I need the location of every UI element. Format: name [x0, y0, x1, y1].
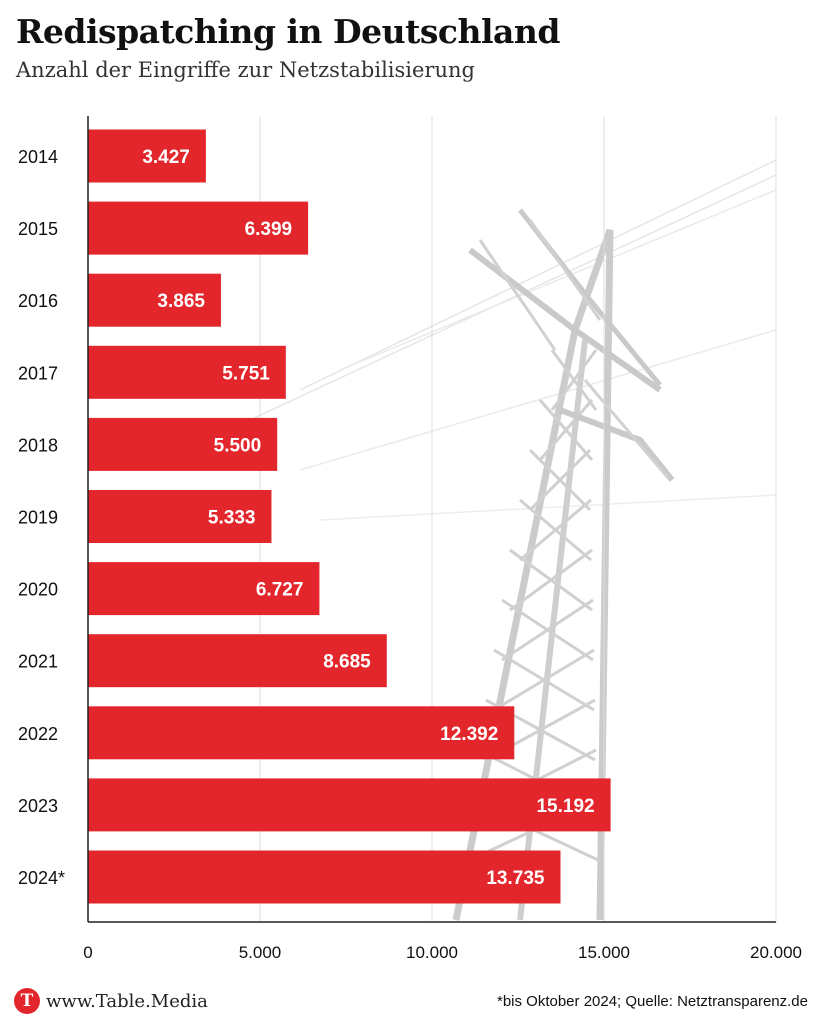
bar [88, 706, 515, 760]
bar [88, 417, 278, 471]
y-category-label: 2023 [18, 796, 58, 816]
bar-value-label: 5.500 [214, 435, 262, 456]
x-tick-label: 5.000 [239, 943, 282, 962]
bar-value-label: 5.333 [208, 508, 256, 529]
y-category-label: 2015 [18, 219, 58, 239]
bars: 3.427 6.399 3.865 5.751 5.500 5.333 6.727 8.685… [88, 129, 611, 904]
y-category-label: 2020 [18, 580, 58, 600]
bar [88, 778, 611, 832]
bar-value-label: 3.865 [157, 291, 205, 312]
bar [88, 562, 320, 616]
bar-value-label: 5.751 [222, 363, 270, 384]
y-category-label: 2017 [18, 363, 58, 383]
bar-value-label: 8.685 [323, 652, 371, 673]
chart-subtitle: Anzahl der Eingriffe zur Netzstabilisier… [16, 58, 475, 82]
chart-title: Redispatching in Deutschland [16, 12, 561, 51]
y-category-label: 2014 [18, 147, 58, 167]
bar-value-label: 12.392 [440, 724, 498, 745]
x-tick-label: 10.000 [406, 943, 458, 962]
bar [88, 201, 309, 255]
bar [88, 634, 387, 688]
bar [88, 490, 272, 543]
y-category-label: 2024* [18, 868, 65, 888]
bar-value-label: 3.427 [142, 147, 190, 168]
y-category-label: 2021 [18, 652, 58, 672]
bar [88, 850, 561, 904]
bar-value-label: 6.727 [256, 580, 304, 601]
bar [88, 273, 221, 327]
x-tick-label: 20.000 [750, 943, 802, 962]
y-category-label: 2016 [18, 291, 58, 311]
brand[interactable]: T www.Table.Media [14, 988, 208, 1014]
bar [88, 345, 286, 399]
bar-value-label: 6.399 [245, 219, 293, 240]
bar-value-label: 15.192 [536, 796, 594, 817]
bar-value-label: 13.735 [486, 868, 545, 889]
bar [88, 129, 206, 183]
source-note: *bis Oktober 2024; Quelle: Netztranspare… [496, 993, 808, 1010]
x-tick-label: 15.000 [578, 943, 630, 962]
table-media-logo: T [14, 988, 40, 1014]
y-category-label: 2019 [18, 508, 58, 528]
y-category-label: 2018 [18, 435, 58, 455]
site-link[interactable]: www.Table.Media [46, 990, 208, 1012]
y-category-label: 2022 [18, 724, 58, 744]
axes: 0 5.000 10.000 15.000 20.000 2014 2015 2016 2017… [18, 116, 802, 962]
x-tick-label: 0 [83, 943, 92, 962]
